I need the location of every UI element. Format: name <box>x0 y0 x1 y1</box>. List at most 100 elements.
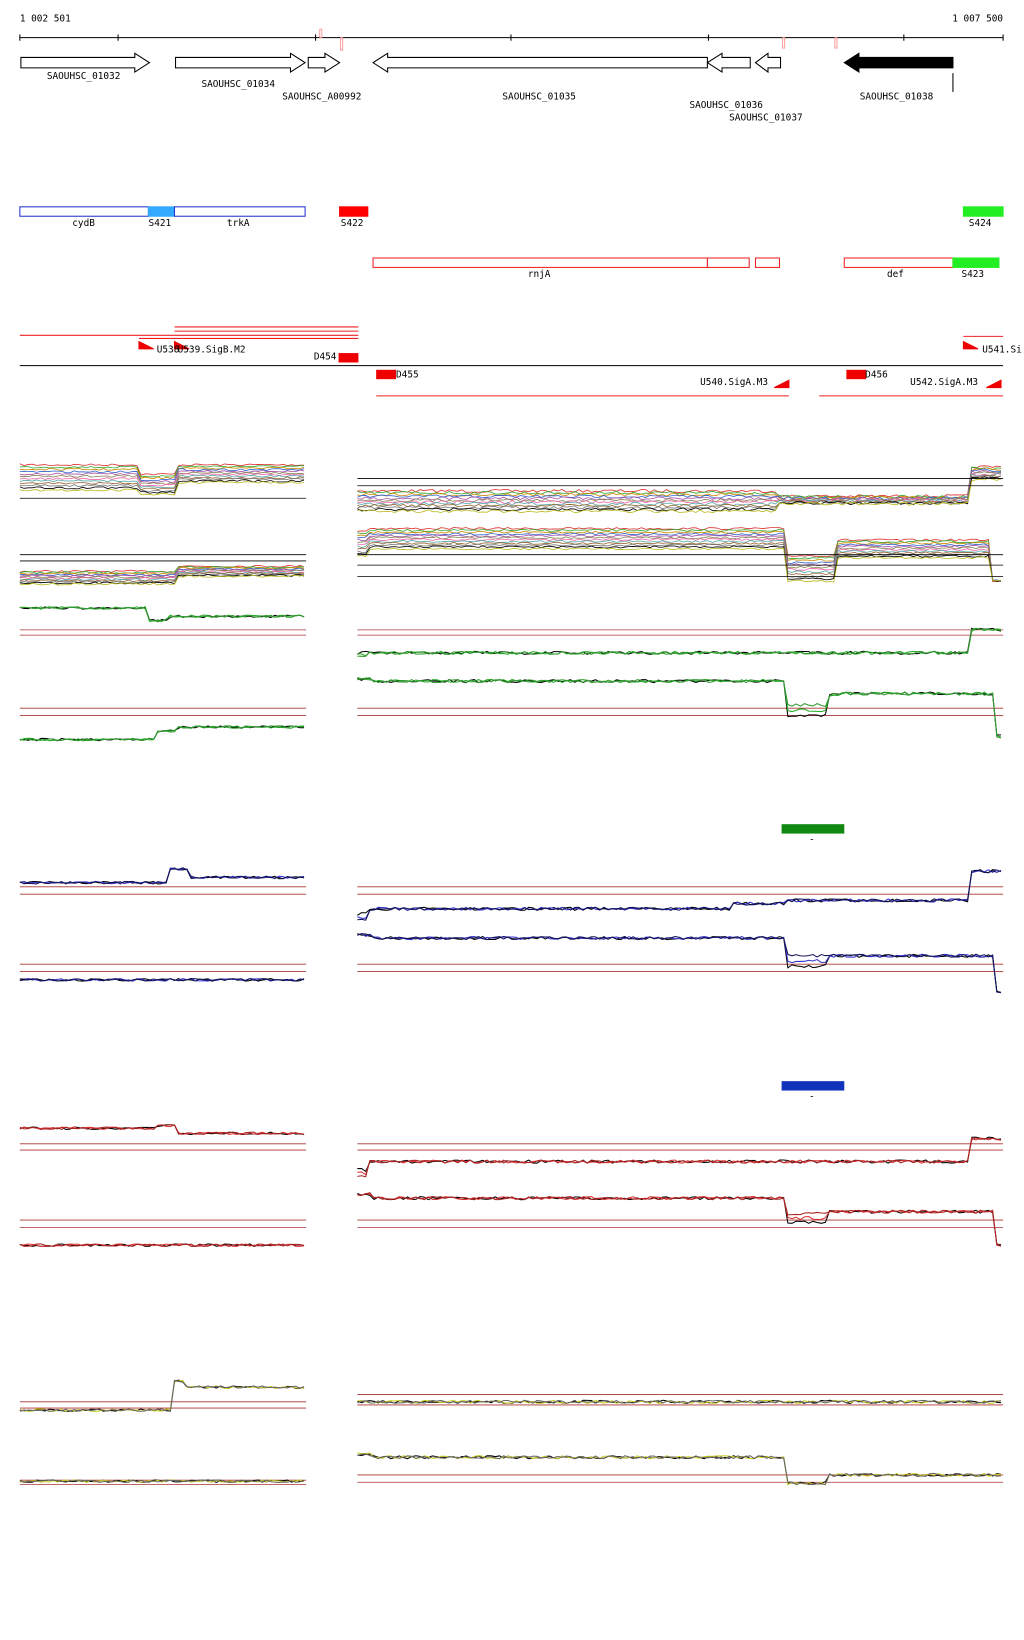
gene-label: SAOUHSC_01035 <box>502 92 576 103</box>
track-curve <box>357 466 1002 499</box>
track-curve <box>19 567 305 577</box>
track-curve <box>357 677 1002 736</box>
gene-arrow <box>307 52 341 74</box>
track-curve <box>357 536 1002 582</box>
track-curve <box>19 606 305 622</box>
gene-arrow <box>175 52 307 74</box>
track-curve <box>357 541 1002 582</box>
feature-box <box>339 206 369 217</box>
track-curve <box>19 606 305 623</box>
track-curve <box>357 1192 1002 1247</box>
track-curve <box>19 572 305 583</box>
track-curve <box>19 1124 305 1136</box>
track-curve <box>357 543 1002 582</box>
ruler-start: 1 002 501 <box>20 13 71 24</box>
track-curve <box>357 465 1002 499</box>
track-curve <box>357 869 1002 921</box>
track-curve <box>357 530 1002 583</box>
site-box <box>846 369 867 380</box>
track-curve <box>357 1136 1002 1173</box>
track-curve <box>19 1243 305 1247</box>
track-curve <box>357 1452 1002 1486</box>
feature-label: S423 <box>961 269 984 280</box>
track-curve <box>357 677 1002 739</box>
track-curve <box>19 569 305 579</box>
track-curve <box>357 1193 1002 1246</box>
legend-label: - <box>809 1091 815 1102</box>
ruler-mark <box>319 28 323 39</box>
feature-label: trkA <box>227 218 250 229</box>
track-curve <box>19 1124 305 1136</box>
track-curve <box>19 465 305 478</box>
gene-arrow <box>706 52 751 74</box>
track-curve <box>19 476 305 491</box>
track-curve <box>357 1453 1002 1486</box>
gene-label: SAOUHSC_A00992 <box>282 92 361 103</box>
gene-arrow <box>372 52 708 74</box>
feature-label: S421 <box>149 218 172 229</box>
site-label: U541.Si <box>982 344 1022 355</box>
track-curve <box>19 1379 305 1412</box>
track-curve <box>357 472 1002 504</box>
site-label: D456 <box>865 370 888 381</box>
track-curve <box>19 566 305 576</box>
track-curve <box>19 1379 305 1412</box>
track-curve <box>19 473 305 487</box>
gene-arrow <box>843 52 954 74</box>
track-curve <box>357 627 1002 657</box>
site-box <box>376 369 397 380</box>
track-curve <box>357 1399 1002 1405</box>
track-curve <box>357 1192 1002 1247</box>
site-label: U538 <box>157 344 180 355</box>
gene-label: SAOUHSC_01034 <box>201 79 275 90</box>
track-curve <box>357 473 1002 506</box>
track-curve <box>19 1479 305 1484</box>
track-curve <box>19 725 305 742</box>
track-curve <box>357 532 1002 582</box>
track-curve <box>19 474 305 489</box>
track-curve <box>357 933 1002 994</box>
track-curve <box>357 534 1002 582</box>
track-curve <box>357 539 1002 582</box>
feature-box <box>147 206 176 217</box>
legend-bar <box>781 824 845 834</box>
gene-label: SAOUHSC_01038 <box>860 92 934 103</box>
gene-label: SAOUHSC_01037 <box>729 113 803 124</box>
track-curve <box>357 1399 1002 1404</box>
track-curve <box>19 867 305 885</box>
site-flag <box>138 340 154 350</box>
track-curve <box>19 1379 305 1412</box>
track-curve <box>19 570 305 580</box>
track-curve <box>357 545 1002 582</box>
track-curve <box>357 547 1002 583</box>
gene-arrow <box>754 52 782 74</box>
gene-arrow <box>20 52 151 74</box>
track-curve <box>357 677 1002 738</box>
feature-box <box>754 257 781 268</box>
feature-box <box>843 257 954 268</box>
site-label: D454 <box>314 352 337 363</box>
feature-box <box>173 206 306 217</box>
site-label: U542.SigA.M3 <box>910 377 978 388</box>
site-label: D455 <box>396 370 419 381</box>
track-curve <box>19 468 305 482</box>
track-curve <box>19 466 305 480</box>
feature-box <box>706 257 750 268</box>
track-curve <box>357 933 1002 993</box>
site-box <box>338 353 359 363</box>
feature-label: S424 <box>969 218 992 229</box>
track-curve <box>19 574 305 586</box>
feature-label: S422 <box>341 218 364 229</box>
track-curve <box>357 538 1002 583</box>
track-curve <box>19 463 305 476</box>
track-curve <box>19 1243 305 1247</box>
feature-box <box>372 257 708 268</box>
track-curve <box>19 479 305 494</box>
feature-box <box>19 206 149 217</box>
track-curve <box>357 1137 1002 1178</box>
track-curve <box>357 476 1002 512</box>
site-flag <box>774 379 790 389</box>
feature-box <box>962 206 1004 217</box>
site-flag <box>962 340 979 350</box>
